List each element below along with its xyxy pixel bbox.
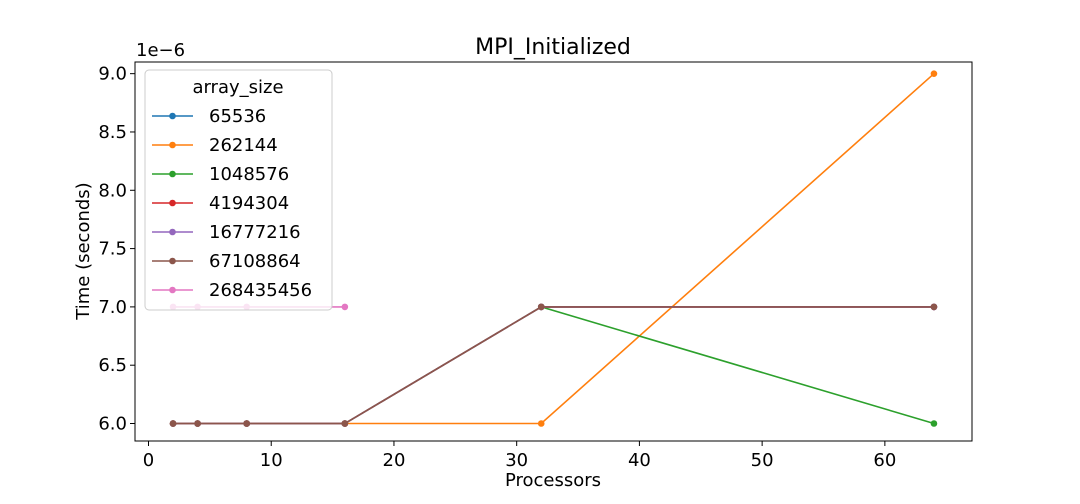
data-point <box>930 420 938 427</box>
y-tick-label: 8.5 <box>98 122 127 143</box>
x-axis: 0 10 20 30 40 50 60 <box>143 441 896 471</box>
x-tick-label: 10 <box>260 450 283 471</box>
data-point <box>930 70 938 77</box>
y-offset-label: 1e−6 <box>136 40 185 61</box>
y-axis: 6.0 6.5 7.0 7.5 8.0 8.5 9.0 <box>98 64 135 435</box>
legend-marker <box>169 141 176 149</box>
legend-marker <box>169 286 176 294</box>
x-tick-label: 60 <box>873 450 896 471</box>
legend-marker <box>169 228 176 236</box>
data-point <box>243 420 250 427</box>
legend-label: 4194304 <box>209 193 289 214</box>
x-tick-label: 20 <box>383 450 406 471</box>
series-line <box>173 306 934 425</box>
legend-label: 65536 <box>209 106 266 127</box>
data-point <box>194 420 201 427</box>
y-tick-label: 6.5 <box>98 355 127 376</box>
y-tick-label: 7.5 <box>98 239 127 260</box>
legend-title: array_size <box>192 77 283 98</box>
legend-marker <box>169 112 176 120</box>
chart-title: MPI_Initialized <box>475 35 631 60</box>
x-tick-label: 0 <box>143 450 154 471</box>
legend: array_size 65536 262144 1048576 4194304 1677… <box>144 69 333 311</box>
x-tick-label: 40 <box>628 450 651 471</box>
y-tick-label: 9.0 <box>98 64 127 85</box>
data-point <box>537 420 545 427</box>
x-tick-label: 30 <box>505 450 528 471</box>
legend-label: 262144 <box>209 135 278 156</box>
x-tick-label: 50 <box>751 450 774 471</box>
y-tick-label: 7.0 <box>98 297 127 318</box>
data-point <box>537 303 545 311</box>
y-tick-label: 6.0 <box>98 414 127 435</box>
legend-label: 268435456 <box>209 280 312 301</box>
legend-label: 67108864 <box>209 251 301 272</box>
data-point <box>341 303 349 311</box>
legend-box <box>144 69 333 311</box>
plot-frame <box>134 61 973 442</box>
legend-marker <box>169 257 176 265</box>
legend-label: 16777216 <box>209 222 301 243</box>
legend-items: 65536 262144 1048576 4194304 16777216 6710886… <box>152 106 312 301</box>
legend-label: 1048576 <box>209 164 289 185</box>
legend-marker <box>169 170 176 178</box>
data-point <box>169 420 177 427</box>
y-axis-label: Time (seconds) <box>73 182 94 320</box>
legend-marker <box>169 199 176 207</box>
data-point <box>341 420 349 427</box>
data-point <box>930 303 938 311</box>
x-axis-label: Processors <box>505 470 601 491</box>
y-tick-label: 8.0 <box>98 180 127 201</box>
